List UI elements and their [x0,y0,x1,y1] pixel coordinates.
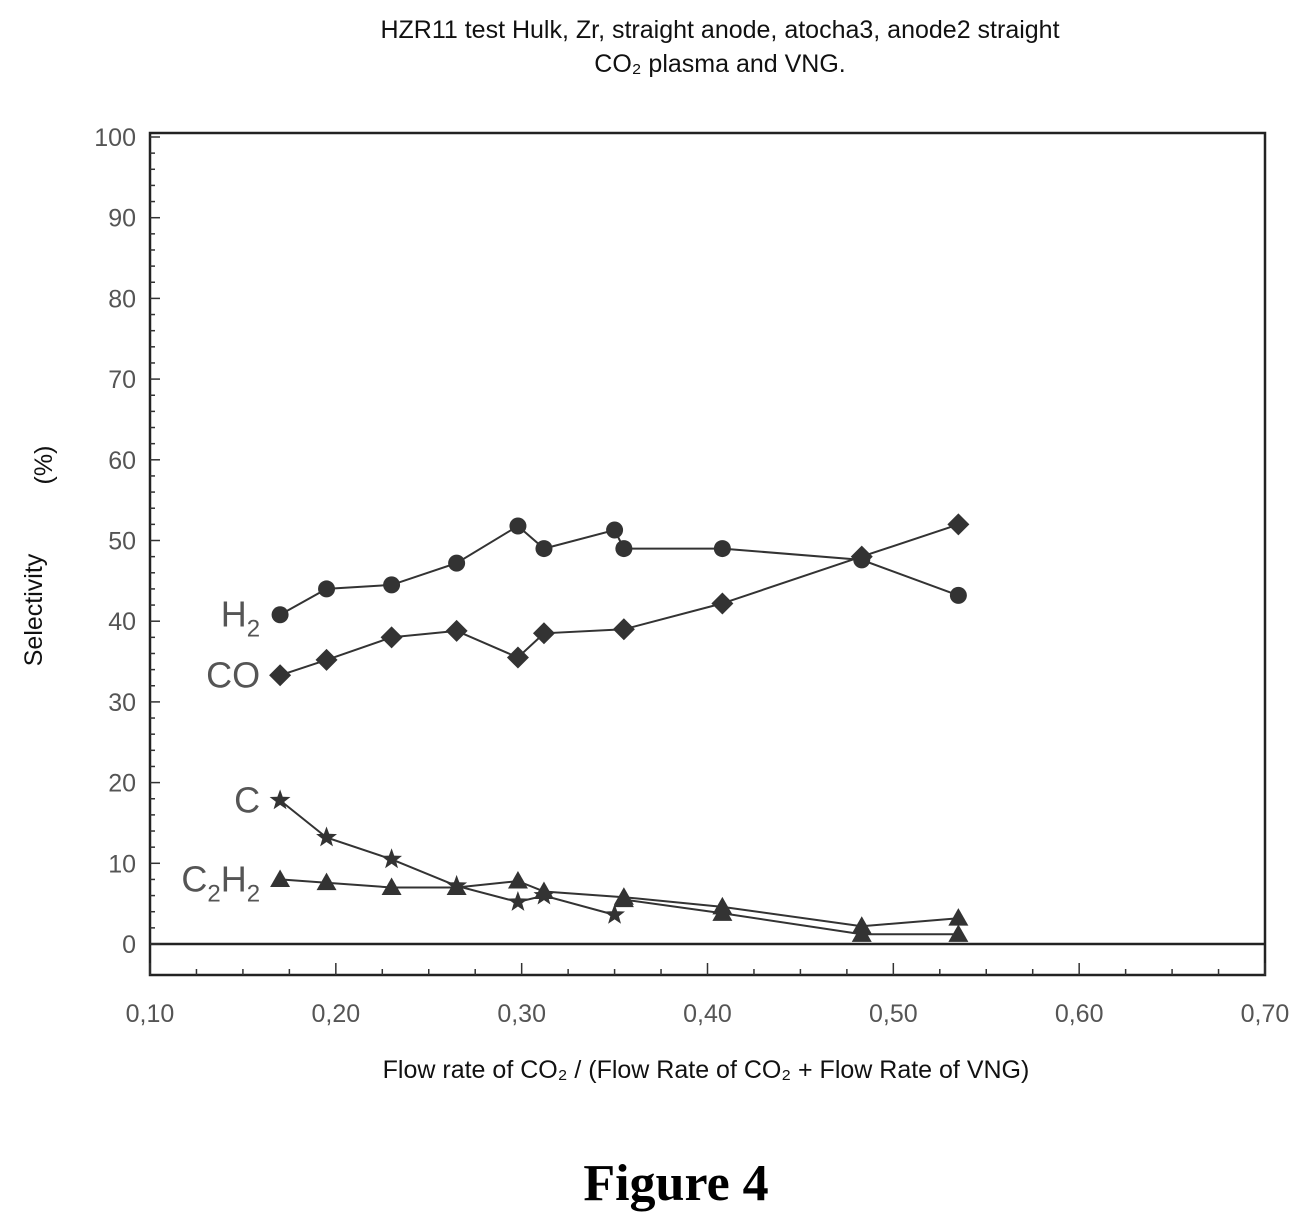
data-point-circle [318,580,335,597]
data-point-circle [535,540,552,557]
y-tick-label: 0 [122,931,136,959]
data-point-circle [448,555,465,572]
figure-caption: Figure 4 [583,1155,768,1212]
x-tick-label: 0,70 [1241,1000,1290,1028]
chart-title-line-2: CO₂ plasma and VNG. [594,50,845,78]
y-tick-label: 30 [108,689,136,717]
x-tick-label: 0,10 [126,1000,175,1028]
data-point-circle [272,606,289,623]
y-tick-label: 50 [108,528,136,556]
plot-frame [150,133,1265,975]
chart-title-line-1: HZR11 test Hulk, Zr, straight anode, ato… [380,16,1059,44]
y-tick-label: 90 [108,205,136,233]
y-tick-label: 40 [108,608,136,636]
series-label: CO [206,654,260,695]
x-tick-label: 0,20 [311,1000,360,1028]
data-point-circle [383,576,400,593]
y-tick-label: 100 [94,124,136,152]
data-point-circle [606,522,623,539]
y-tick-label: 70 [108,366,136,394]
data-point-circle [950,587,967,604]
y-tick-label: 10 [108,850,136,878]
y-axis-unit: (%) [30,446,58,485]
x-tick-label: 0,40 [683,1000,732,1028]
data-point-circle [714,540,731,557]
y-axis-label: Selectivity [20,553,48,666]
series-label: C [234,779,260,820]
x-tick-label: 0,30 [497,1000,546,1028]
x-axis-label: Flow rate of CO₂ / (Flow Rate of CO₂ + F… [383,1056,1030,1084]
data-point-circle [509,517,526,534]
data-point-circle [615,540,632,557]
y-tick-label: 20 [108,770,136,798]
y-tick-label: 80 [108,285,136,313]
x-tick-label: 0,60 [1055,1000,1104,1028]
x-tick-label: 0,50 [869,1000,918,1028]
y-tick-label: 60 [108,447,136,475]
